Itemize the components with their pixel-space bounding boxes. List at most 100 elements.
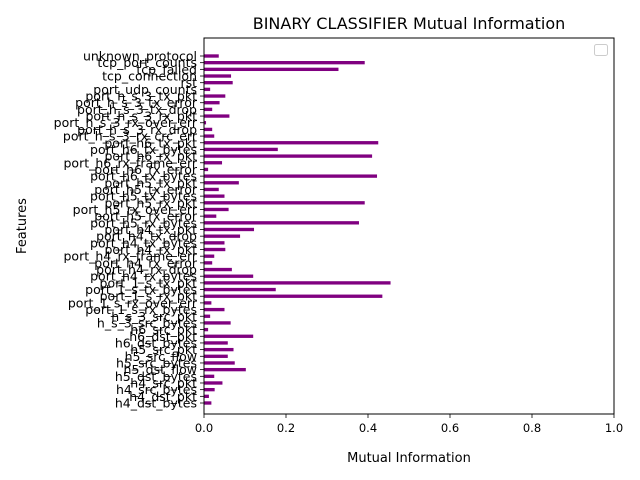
bar [204,67,339,72]
bar [204,247,226,252]
bar [204,287,276,292]
y-tick-label: port_h6_tx_pkt [104,135,197,150]
bar [204,314,211,318]
x-axis-label: Mutual Information [347,451,471,466]
y-tick-label: port_h4_rx_pkt [104,242,197,257]
bar [204,227,255,232]
bar [204,161,223,165]
bar [204,114,230,118]
y-tick-label: port_h_s_3_tx_pkt [85,89,197,104]
y-tick-label: port_h6_tx_bytes [90,142,197,157]
bar [204,254,215,258]
bar [204,321,231,325]
bar [204,294,383,298]
y-tick-label: port_h6_rx_bytes [90,169,197,184]
x-tick-label: 0.2 [277,421,295,435]
y-tick-label: tcp_connection [102,69,197,84]
y-tick-label: port_h_s_3_rx_over_err [54,115,198,130]
bar [204,221,359,225]
bar [204,81,233,85]
y-tick-label: port_h_s_3_rx_pkt [85,109,197,124]
bar [204,194,225,198]
chart-title: BINARY CLASSIFIER Mutual Information [253,14,566,33]
y-tick-label: port_h_s_3_tx_drop [77,102,197,117]
y-tick-label: h_s_3_src_pkt [111,309,197,324]
bar [204,101,220,105]
y-tick-label: h6_dst_pkt [129,329,197,344]
bar [204,207,229,212]
y-tick-label: port_h5_tx_pkt [104,175,197,190]
bar [204,367,246,372]
bar [204,154,373,158]
bar [204,94,226,98]
y-tick-label: h4_dst_bytes [115,396,197,411]
y-tick-label: tcp_port_counts [97,55,197,70]
y-tick-label: h_s_3_src_bytes [97,315,197,330]
bar [204,234,241,238]
y-tick-label: h5_dst_bytes [115,369,197,384]
bar [204,281,391,285]
y-axis-label: Features [15,198,30,254]
y-tick-label: h6_src_pkt [130,322,197,337]
y-tick-label: port_h5_rx_pkt [104,195,197,210]
y-tick-label: port_h4_tx_drop [96,229,197,244]
bar [204,167,209,172]
bar [204,141,379,145]
bar [204,301,212,305]
y-tick-label: h5_src_bytes [116,355,197,370]
bar [204,127,213,132]
bar [204,341,228,345]
bar [204,201,365,205]
y-tick-label: port_h4_rx_frame_err [63,249,197,264]
y-tick-label: h4_src_bytes [116,382,197,397]
y-tick-label: port_h4_rx_bytes [90,269,197,284]
y-tick-label: h4_src_pkt [130,375,197,390]
bar [204,334,254,338]
y-tick-label: port_h6_rx_pkt [104,149,197,164]
plot-frame [203,37,615,415]
y-tick-label: port_h4_rx_error [94,255,198,270]
y-tick-label: port_udp_counts [93,82,197,97]
bar [204,181,239,185]
y-tick-label: port_1_s_rx_pkt [100,289,197,304]
x-tick-label: 1.0 [605,421,623,435]
bar [204,134,215,138]
bar [204,121,207,125]
x-tick-label: 0.4 [359,421,377,435]
bar [204,187,219,192]
bar [204,361,235,365]
bar [204,107,213,112]
y-tick-label: port_1_s_tx_pkt [100,275,198,290]
bar [204,261,213,265]
bar [204,241,225,245]
bar [204,267,232,272]
x-tick-label: 0.0 [195,421,213,435]
y-tick-label: port_1_s_rx_bytes [85,302,197,317]
y-tick-label: port_h6_rx_error [94,162,198,177]
bar [204,307,225,312]
y-tick-label: port_h4_rx_drop [96,262,197,277]
y-tick-label: port_h5_rx_error [94,209,198,224]
bar [204,327,209,332]
bar [204,214,217,218]
y-tick-label: port_h6_rx_frame_err [63,155,197,170]
y-tick-label: h5_src_flow [125,349,197,364]
y-tick-label: port_h_s_3_rx_crc_err [63,129,198,144]
bar [204,87,211,92]
bar [204,54,219,58]
bar [204,381,223,385]
bar [204,354,228,358]
x-ticks: 0.0 0.2 0.4 0.6 0.8 1.0 [195,414,623,435]
bar [204,374,215,378]
bar [204,61,365,65]
bar [204,401,212,405]
bars-group [204,54,391,405]
y-tick-label: port_h4_tx_pkt [104,222,197,237]
x-tick-label: 0.8 [523,421,541,435]
bar [204,347,234,352]
bar [204,387,215,392]
x-tick-label: 0.6 [441,421,459,435]
bar [204,147,278,152]
y-tick-label: port_h5_tx_bytes [90,189,197,204]
